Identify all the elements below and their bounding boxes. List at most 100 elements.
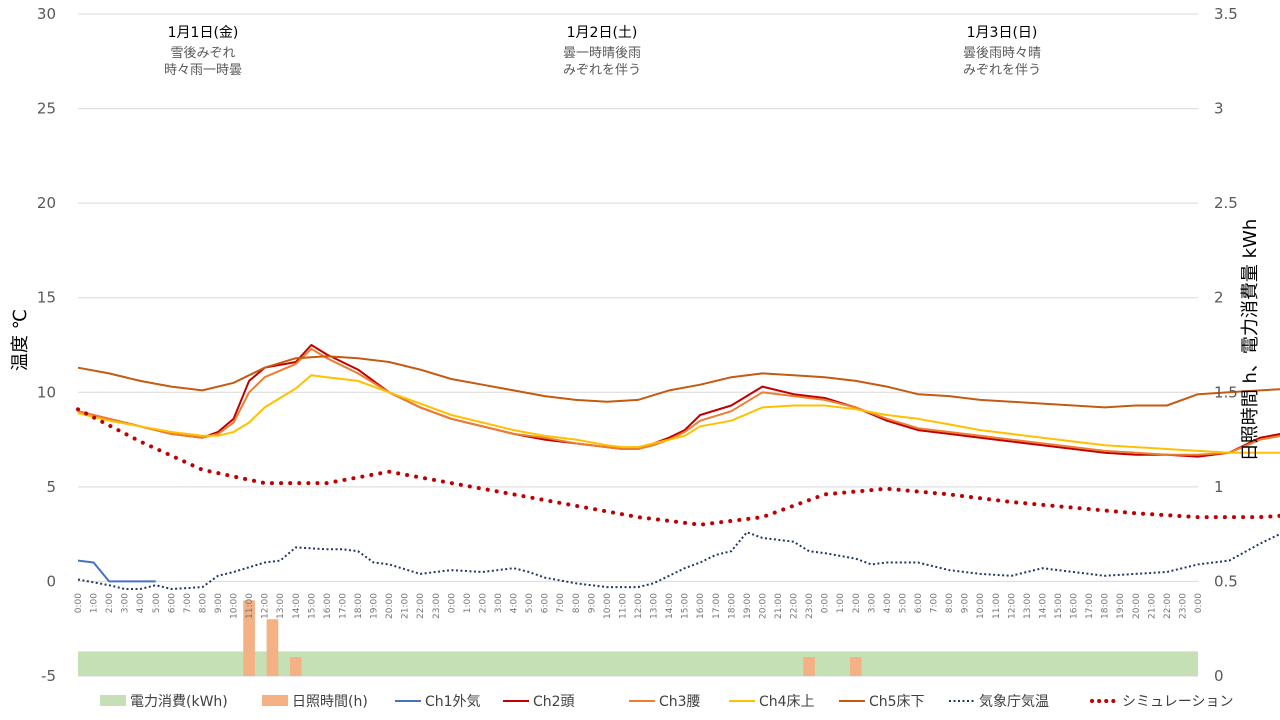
right-axis-title: 日照時間 h、電力消費量 kWh: [1240, 219, 1261, 461]
x-tick-label: 20:00: [1132, 593, 1142, 619]
x-tick-label: 7:00: [183, 593, 193, 613]
x-tick-label: 19:00: [743, 593, 753, 619]
x-tick-label: 8:00: [198, 593, 208, 613]
x-tick-label: 8:00: [945, 593, 955, 613]
legend-item: Ch4床上: [729, 694, 815, 710]
x-tick-label: 0:00: [447, 593, 457, 613]
x-tick-label: 11:00: [618, 593, 628, 619]
x-tick-label: 14:00: [1038, 593, 1048, 619]
legend-label: 気象庁気温: [979, 694, 1049, 710]
left-tick-label: -5: [41, 667, 56, 685]
x-tick-label: 23:00: [1178, 593, 1188, 619]
sunshine-bars: [243, 600, 862, 676]
x-tick-label: 14:00: [292, 593, 302, 619]
right-axis-ticks: 3.5 3 2.5 2 1.5 1 0.5 0: [1214, 5, 1238, 685]
left-axis-ticks: 30 25 20 15 10 5 0 -5: [37, 5, 56, 685]
x-tick-label: 6:00: [541, 593, 551, 613]
x-tick-label: 15:00: [1054, 593, 1064, 619]
x-tick-label: 1:00: [463, 593, 473, 613]
day-weather: 雪後みぞれ: [170, 46, 235, 61]
day-date: 1月3日(日): [967, 25, 1038, 41]
x-tick-label: 8:00: [572, 593, 582, 613]
x-tick-label: 22:00: [416, 593, 426, 619]
x-tick-label: 7:00: [556, 593, 566, 613]
legend-item: Ch5床下: [839, 694, 925, 710]
sunshine-bar: [803, 657, 815, 676]
left-tick-label: 5: [46, 478, 56, 496]
legend-label: Ch1外気: [425, 694, 481, 710]
x-tick-label: 3:00: [867, 593, 877, 613]
x-tick-label: 4:00: [510, 593, 520, 613]
x-tick-label: 10:00: [603, 593, 613, 619]
x-tick-label: 12:00: [1007, 593, 1017, 619]
series-line-Ch3腰: [77, 347, 1280, 456]
x-tick-label: 15:00: [307, 593, 317, 619]
legend-label: Ch3腰: [659, 694, 701, 710]
right-tick-label: 0: [1214, 667, 1224, 685]
x-tick-label: 5:00: [898, 593, 908, 613]
x-tick-label: 12:00: [634, 593, 644, 619]
x-tick-label: 21:00: [1147, 593, 1157, 619]
x-tick-label: 3:00: [121, 593, 131, 613]
power-area: [78, 651, 1198, 676]
power-consumption-area: [78, 651, 1198, 676]
legend-label: 日照時間(h): [292, 694, 368, 710]
x-tick-label: 17:00: [712, 593, 722, 619]
day-weather: 曇一時晴後雨: [563, 46, 641, 61]
x-tick-label: 4:00: [136, 593, 146, 613]
x-tick-label: 9:00: [961, 593, 971, 613]
gridlines: [78, 13, 1198, 677]
sunshine-bar: [266, 619, 279, 676]
x-tick-label: 6:00: [167, 593, 177, 613]
right-tick-label: 3.5: [1214, 5, 1238, 23]
day-weather: みぞれを伴う: [963, 63, 1041, 78]
x-tick-label: 18:00: [727, 593, 737, 619]
x-tick-label: 19:00: [370, 593, 380, 619]
left-axis-title: 温度 ℃: [10, 309, 31, 371]
x-tick-label: 9:00: [214, 593, 224, 613]
legend-label: Ch4床上: [759, 694, 815, 710]
series-line-Ch5床下: [77, 355, 1280, 409]
series-line-気象庁気温: [77, 531, 1280, 590]
right-tick-label: 2: [1214, 289, 1224, 307]
x-tick-label: 3:00: [494, 593, 504, 613]
x-tick-label: 2:00: [478, 593, 488, 613]
x-tick-label: 19:00: [1116, 593, 1126, 619]
x-tick-label: 20:00: [385, 593, 395, 619]
x-tick-label: 5:00: [525, 593, 535, 613]
left-tick-label: 20: [37, 194, 56, 212]
x-tick-label: 11:00: [245, 593, 255, 619]
x-tick-label: 11:00: [992, 593, 1002, 619]
x-tick-label: 10:00: [230, 593, 240, 619]
x-axis-ticks: 0:00 1:00 2:00 3:00 4:00 5:00 6:00 7:00 8:00 9:00…: [74, 593, 1204, 619]
x-tick-label: 0:00: [821, 593, 831, 613]
x-tick-label: 9:00: [587, 593, 597, 613]
x-tick-label: 2:00: [852, 593, 862, 613]
x-tick-label: 7:00: [930, 593, 940, 613]
series-line-シミュレーション: [76, 407, 1280, 527]
sunshine-bar: [289, 657, 302, 676]
x-tick-label: 18:00: [354, 593, 364, 619]
x-tick-label: 23:00: [432, 593, 442, 619]
x-tick-label: 4:00: [883, 593, 893, 613]
x-tick-label: 13:00: [650, 593, 660, 619]
day-weather: みぞれを伴う: [563, 63, 641, 78]
right-tick-label: 2.5: [1214, 194, 1238, 212]
day-weather: 曇後雨時々晴: [963, 46, 1041, 61]
x-tick-label: 5:00: [152, 593, 162, 613]
x-tick-label: 0:00: [74, 593, 84, 613]
left-tick-label: 0: [46, 572, 56, 590]
temperature-lines: [76, 344, 1280, 590]
x-tick-label: 22:00: [1163, 593, 1173, 619]
day-weather: 時々雨一時曇: [164, 63, 242, 78]
legend-label: Ch2頭: [533, 694, 575, 710]
left-tick-label: 15: [37, 289, 56, 307]
x-tick-label: 22:00: [790, 593, 800, 619]
x-tick-label: 13:00: [276, 593, 286, 619]
legend-label: Ch5床下: [869, 694, 925, 710]
x-tick-label: 15:00: [681, 593, 691, 619]
x-tick-label: 10:00: [976, 593, 986, 619]
